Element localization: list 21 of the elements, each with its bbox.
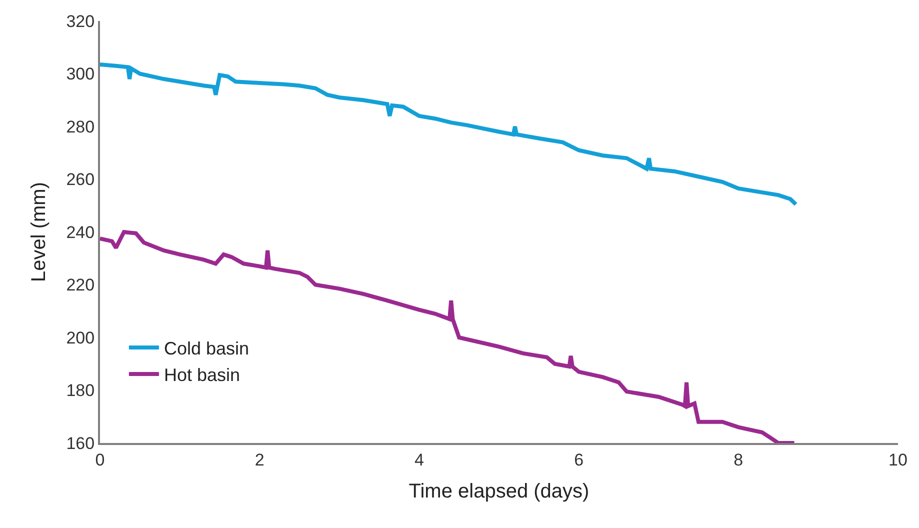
line-series bbox=[100, 62, 798, 206]
x-tick-label: 6 bbox=[574, 450, 584, 470]
y-tick-label: 160 bbox=[66, 434, 95, 453]
y-tick-label: 200 bbox=[66, 328, 95, 348]
x-tick-label: 4 bbox=[414, 450, 424, 470]
legend-label: Hot basin bbox=[164, 364, 240, 385]
legend-label: Cold basin bbox=[164, 338, 250, 359]
x-tick-label: 0 bbox=[95, 450, 105, 470]
x-tick-label: 2 bbox=[254, 450, 264, 470]
y-tick-label: 300 bbox=[66, 64, 95, 84]
x-tick-label: 8 bbox=[734, 450, 744, 470]
y-tick-label: 320 bbox=[66, 12, 95, 31]
y-tick-label: 240 bbox=[66, 222, 95, 242]
x-axis-title: Time elapsed (days) bbox=[408, 480, 590, 502]
x-tick-label: 10 bbox=[888, 450, 908, 470]
y-tick-label: 220 bbox=[66, 276, 95, 295]
y-tick-label: 260 bbox=[66, 170, 95, 190]
y-axis-title: Level (mm) bbox=[28, 182, 50, 282]
y-tick-label: 280 bbox=[66, 117, 95, 136]
line-series bbox=[100, 230, 796, 443]
y-tick-label: 180 bbox=[66, 381, 95, 400]
